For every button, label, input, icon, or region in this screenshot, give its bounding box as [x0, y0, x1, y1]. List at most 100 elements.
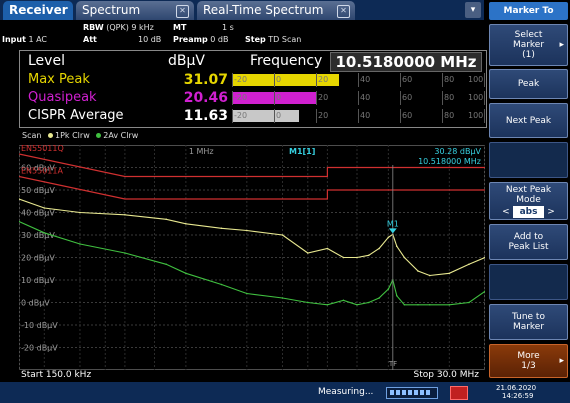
scan-label: Scan — [22, 131, 42, 140]
select-marker-line2: Marker — [512, 40, 545, 50]
meter-scale: -20 0 20 40 60 80 100 — [232, 73, 485, 87]
limit-lines: EN55011Q EN55011A — [19, 145, 485, 200]
chevron-right-icon: ▸ — [559, 40, 564, 50]
meter-tick — [274, 91, 275, 105]
trace2-label: 2Av Clrw — [103, 131, 139, 140]
meter-tick — [400, 109, 401, 123]
meter-tick — [232, 91, 233, 105]
tune-to-marker-button[interactable]: Tune to Marker — [489, 304, 568, 340]
meter-tick — [400, 73, 401, 87]
trace-point — [306, 252, 309, 254]
tab-real-time-spectrum-label: Real-Time Spectrum — [203, 3, 324, 17]
trace1-label: 1Pk Clrw — [55, 131, 90, 140]
tune-to-marker-line1: Tune to — [512, 312, 545, 322]
measuring-status: Measuring... — [318, 387, 374, 397]
select-marker-line3: (1) — [522, 50, 535, 60]
trace-point — [468, 301, 470, 304]
meter-bar — [232, 110, 299, 122]
meter-tick — [442, 109, 443, 123]
meter-tick — [484, 109, 485, 123]
spectrum-plot[interactable]: 60 dBµV 50 dBµV 40 dBµV 30 dBµV 20 dBµV 10 dB… — [19, 145, 485, 370]
y-tick-label: 60 dBµV — [21, 164, 55, 173]
warning-icon[interactable] — [450, 386, 468, 400]
menu-icon[interactable]: ▾ — [465, 2, 481, 18]
meter-tick-label: 100 — [468, 75, 484, 84]
y-tick-label: 30 dBµV — [21, 231, 55, 240]
marker-to-title: Marker To — [489, 2, 568, 20]
frequency-readout[interactable]: 10.5180000 MHz — [330, 52, 482, 72]
peak-label: Peak — [517, 79, 540, 89]
meter-tick-label: -20 — [234, 93, 248, 102]
meter-scale: -20 0 20 40 60 80 100 — [232, 109, 485, 123]
chevron-right-icon: ▸ — [559, 356, 564, 366]
measurement-info-bar: RBW (QPK) 9 kHz MT 1 s Input 1 AC Att 10… — [0, 20, 484, 47]
add-to-peak-list-button[interactable]: Add to Peak List — [489, 224, 568, 260]
trace-point — [428, 303, 431, 306]
y-tick-label: 50 dBµV — [21, 186, 55, 195]
meter-tick-label: 80 — [444, 93, 455, 102]
frequency-label: Frequency — [250, 53, 323, 69]
meter-row: CISPR Average 11.63 -20 0 20 40 60 80 100 — [22, 107, 485, 125]
trace-point — [378, 247, 380, 250]
next-peak-button[interactable]: Next Peak — [489, 103, 568, 138]
trace-point — [326, 247, 329, 250]
trace-line — [19, 220, 485, 306]
rbw-value: (QPK) 9 kHz — [106, 23, 154, 32]
step-value: TD Scan — [268, 35, 302, 44]
more-button[interactable]: More 1/3 ▸ — [489, 344, 568, 378]
next-peak-mode-button[interactable]: Next Peak Mode < abs > — [489, 182, 568, 220]
tab-receiver[interactable]: Receiver — [3, 1, 73, 20]
meter-row: Quasipeak 20.46 -20 0 20 40 60 80 100 — [22, 89, 485, 107]
y-tick-label: 20 dBµV — [21, 254, 55, 263]
preamp-info: Preamp 0 dB — [173, 35, 228, 44]
close-icon[interactable]: ✕ — [337, 5, 350, 18]
trace-point — [448, 303, 451, 306]
trace-point — [124, 252, 126, 254]
start-frequency: Start 150.0 kHz — [21, 370, 92, 380]
trace-legend: Scan 1Pk Clrw 2Av Clrw — [22, 131, 138, 140]
preamp-label: Preamp — [173, 35, 208, 44]
att-value: 10 dB — [138, 35, 162, 44]
close-icon[interactable]: ✕ — [176, 5, 189, 18]
trace-point — [428, 274, 431, 277]
meter-tick-label: 20 — [318, 93, 329, 102]
y-tick-label: -20 dBµV — [21, 344, 58, 353]
meter-tick — [316, 109, 317, 123]
meter-row-label: Max Peak — [28, 72, 90, 87]
meter-tick — [274, 73, 275, 87]
trace-point — [417, 270, 419, 272]
status-time: 14:26:59 — [502, 392, 534, 400]
trace-point — [246, 229, 248, 232]
marker-label: M1[1] — [289, 147, 315, 156]
meter-tick-label: -20 — [234, 75, 248, 84]
meter-tick — [274, 109, 275, 123]
progress-fill — [390, 390, 430, 395]
rbw-info: RBW (QPK) 9 kHz — [83, 23, 154, 32]
tab-real-time-spectrum[interactable]: Real-Time Spectrum ✕ — [197, 1, 355, 20]
trace-point — [387, 288, 390, 290]
trace-point — [185, 222, 187, 225]
more-line2: 1/3 — [521, 361, 536, 371]
input-value: 1 AC — [28, 35, 48, 44]
peak-button[interactable]: Peak — [489, 69, 568, 99]
trace-point — [43, 207, 46, 209]
trace-point — [484, 256, 485, 259]
mode-toggle[interactable]: < abs > — [502, 205, 555, 218]
meter-tick — [316, 91, 317, 105]
more-line1: More — [517, 351, 540, 361]
marker-to-title-label: Marker To — [503, 6, 554, 16]
trace-point — [367, 301, 370, 304]
meter-tick-label: 40 — [360, 93, 371, 102]
meter-tick-label: 0 — [276, 111, 282, 120]
frequency-axis-bar: Start 150.0 kHz Stop 30.0 MHz — [19, 370, 485, 382]
step-info: Step TD Scan — [245, 35, 301, 44]
meter-row-label: CISPR Average — [28, 108, 124, 123]
select-marker-button[interactable]: Select Marker (1) ▸ — [489, 24, 568, 66]
meter-tick-label: 80 — [444, 111, 455, 120]
step-label: Step — [245, 35, 266, 44]
select-marker-line1: Select — [514, 30, 543, 40]
y-tick-label: 10 dBµV — [21, 276, 55, 285]
tab-spectrum[interactable]: Spectrum ✕ — [76, 1, 194, 20]
